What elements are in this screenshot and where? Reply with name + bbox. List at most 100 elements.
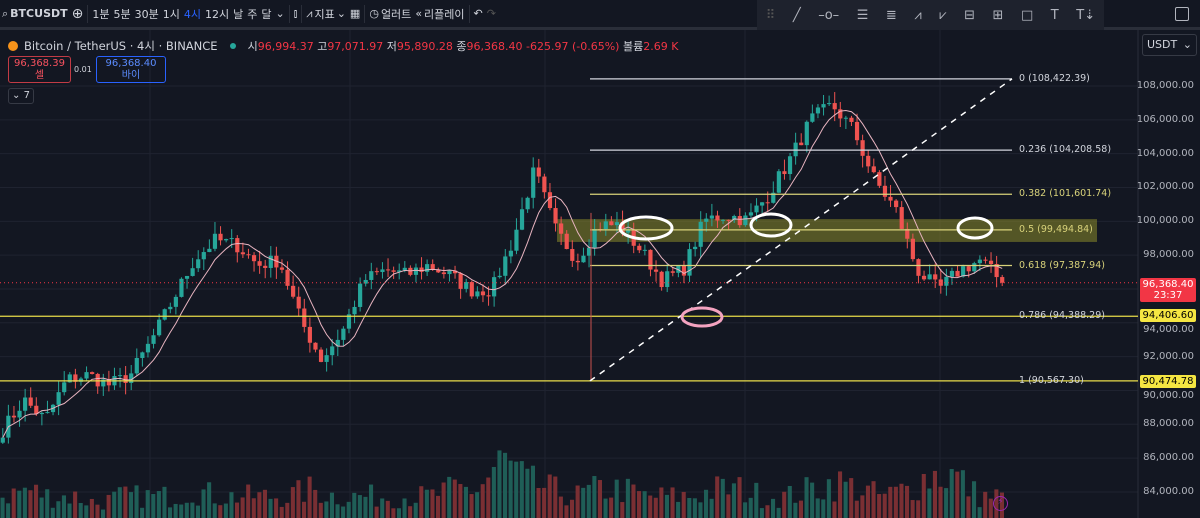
- volume-bar: [151, 493, 156, 518]
- interval-dropdown-icon[interactable]: ⌄: [275, 7, 285, 20]
- interval-4[interactable]: 4시: [183, 7, 201, 21]
- fullscreen-icon[interactable]: [1175, 7, 1189, 21]
- fib-trend-line: [589, 78, 1013, 382]
- fib-level-label: 0.786 (94,388.29): [1019, 310, 1105, 322]
- interval-2[interactable]: 30분: [134, 7, 159, 21]
- candle-body: [799, 142, 804, 146]
- volume-bar: [597, 480, 602, 518]
- volume-bar: [743, 502, 748, 518]
- interval-6[interactable]: 날: [233, 7, 244, 21]
- volume-bar: [815, 498, 820, 518]
- text-icon[interactable]: T: [1050, 7, 1059, 23]
- volume-bar: [123, 486, 128, 518]
- candle-body: [609, 221, 614, 226]
- volume-bar: [67, 503, 72, 518]
- rewind-icon: «: [415, 7, 423, 20]
- volume-bar: [977, 507, 982, 518]
- candle-body: [933, 274, 938, 280]
- volume-bar: [28, 490, 33, 518]
- candle-body: [603, 221, 608, 230]
- price-axis-label: 98,000.00: [1143, 249, 1194, 261]
- interval-8[interactable]: 달: [261, 7, 272, 21]
- interval-3[interactable]: 1시: [162, 7, 180, 21]
- volume-bar: [235, 502, 240, 518]
- candle-body: [575, 260, 580, 263]
- parallel-channel-icon[interactable]: ☰: [856, 7, 869, 23]
- candle-body: [944, 276, 949, 286]
- long-position-icon[interactable]: ⊟: [964, 7, 975, 23]
- candle-body: [983, 259, 988, 261]
- replay-button[interactable]: «리플레이: [415, 7, 465, 21]
- volume-bar: [223, 503, 228, 518]
- buy-button[interactable]: 96,368.40 바이: [96, 56, 166, 83]
- volume-bar: [514, 461, 519, 518]
- rectangle-icon[interactable]: □: [1020, 7, 1034, 23]
- candle-body: [1000, 277, 1005, 283]
- candle-body: [397, 270, 402, 272]
- candle-body: [737, 215, 742, 226]
- currency-select[interactable]: USDT ⌄: [1142, 34, 1197, 56]
- candle-body: [391, 270, 396, 272]
- sell-button[interactable]: 96,368.39 셀: [8, 56, 71, 83]
- candle-body: [927, 274, 932, 280]
- volume-bar: [748, 497, 753, 518]
- candle-body: [765, 202, 770, 204]
- horizontal-ray-icon[interactable]: –o–: [818, 7, 840, 23]
- volume-bar: [525, 468, 530, 518]
- candle-body: [994, 264, 999, 278]
- volume-bar: [860, 495, 865, 518]
- candle-body: [369, 271, 374, 280]
- interval-1[interactable]: 5분: [113, 7, 131, 21]
- symbol-search[interactable]: ⌕ BTCUSDT: [2, 6, 68, 21]
- volume-bar: [821, 499, 826, 518]
- moving-average-line: [2, 109, 1003, 438]
- candle-body: [302, 308, 307, 327]
- abcd-pattern-icon[interactable]: ⩗: [939, 7, 947, 23]
- price-axis-label: 102,000.00: [1136, 181, 1194, 193]
- fib-retracement-icon[interactable]: ≣: [885, 7, 897, 23]
- interval-5[interactable]: 12시: [204, 7, 230, 21]
- drag-handle-icon[interactable]: ⠿: [765, 7, 776, 23]
- candle-body: [419, 267, 424, 272]
- candle-body: [620, 222, 625, 233]
- fib-zone-rectangle: [557, 219, 1097, 242]
- volume-bar: [614, 479, 619, 518]
- volume-bar: [441, 482, 446, 518]
- price-axis-label: 108,000.00: [1136, 80, 1194, 91]
- indicators-collapse-button[interactable]: ⌄ 7: [8, 88, 34, 104]
- candle-body: [129, 373, 134, 383]
- candle-type-icon[interactable]: ⫾: [293, 6, 298, 20]
- volume-bar: [558, 496, 563, 518]
- layout-icon[interactable]: ▦: [349, 7, 361, 20]
- trend-line-icon[interactable]: ╱: [792, 7, 801, 23]
- alert-button[interactable]: ◷ 얼러트: [369, 7, 412, 21]
- volume-bar: [972, 481, 977, 518]
- volume-bar: [296, 480, 301, 518]
- volume-bar: [229, 492, 234, 518]
- volume-bar: [385, 500, 390, 518]
- volume-bar: [932, 470, 937, 518]
- candle-body: [905, 228, 910, 239]
- indicators-button[interactable]: ⩘ 지표 ⌄: [306, 6, 346, 21]
- interval-0[interactable]: 1분: [92, 7, 110, 21]
- undo-icon[interactable]: ↶: [473, 7, 483, 20]
- add-symbol-button[interactable]: ⊕: [71, 5, 84, 22]
- volume-bar: [346, 501, 351, 518]
- volume-bar: [575, 485, 580, 518]
- candle-body: [843, 117, 848, 119]
- price-chart[interactable]: [0, 30, 1200, 518]
- volume-bar: [162, 486, 167, 518]
- anchored-text-icon[interactable]: T⇣: [1076, 7, 1096, 23]
- horizontal-line-tag-2: 90,474.78: [1140, 375, 1196, 388]
- volume-bar: [11, 488, 16, 518]
- candle-body: [380, 269, 385, 273]
- short-position-icon[interactable]: ⊞: [992, 7, 1004, 23]
- candle-body: [324, 355, 329, 362]
- volume-bar: [6, 503, 11, 518]
- interval-7[interactable]: 주: [247, 7, 258, 21]
- xabcd-pattern-icon[interactable]: ⩘: [914, 7, 922, 23]
- redo-icon[interactable]: ↷: [486, 7, 496, 20]
- volume-bar: [430, 489, 435, 518]
- lightning-icon[interactable]: ⚡︎: [993, 496, 1008, 511]
- candle-body: [190, 268, 195, 276]
